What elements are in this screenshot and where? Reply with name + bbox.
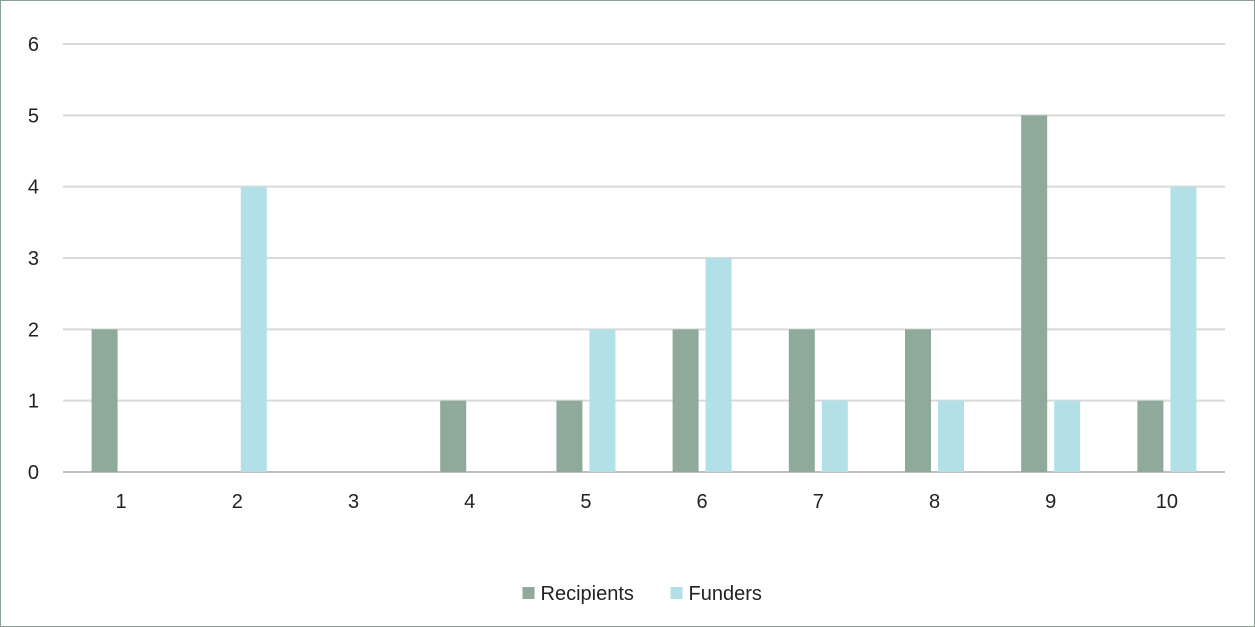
- bar-funders-6: [705, 258, 732, 472]
- bar-recipients-10: [1137, 400, 1164, 472]
- bars: [91, 115, 1197, 472]
- bar-funders-2: [240, 186, 267, 472]
- bar-recipients-5: [556, 400, 583, 472]
- y-tick-label: 6: [28, 34, 39, 56]
- bar-recipients-4: [440, 400, 467, 472]
- bar-recipients-6: [672, 329, 699, 472]
- legend-swatch-funders: [670, 587, 683, 599]
- x-tick-label: 9: [1045, 491, 1056, 513]
- legend-label-recipients: Recipients: [541, 583, 634, 605]
- bar-funders-10: [1170, 186, 1197, 472]
- x-tick-label: 7: [813, 491, 824, 513]
- x-tick-label: 1: [116, 491, 127, 513]
- x-tick-label: 5: [580, 491, 591, 513]
- x-tick-label: 4: [464, 491, 475, 513]
- x-tick-label: 2: [232, 491, 243, 513]
- bar-recipients-9: [1021, 115, 1048, 472]
- x-tick-label: 3: [348, 491, 359, 513]
- bar-funders-7: [821, 400, 848, 472]
- bar-recipients-8: [905, 329, 931, 472]
- bar-recipients-7: [788, 329, 815, 472]
- x-tick-label: 6: [697, 491, 708, 513]
- legend-swatch-recipients: [522, 587, 535, 599]
- y-tick-label: 3: [28, 248, 39, 270]
- y-tick-label: 4: [28, 177, 39, 199]
- bar-funders-9: [1054, 400, 1081, 472]
- bar-funders-8: [938, 400, 964, 472]
- bar-funders-5: [589, 329, 616, 472]
- y-tick-label: 1: [28, 391, 39, 413]
- legend: Recipients Funders: [522, 583, 762, 605]
- x-tick-label: 8: [929, 491, 940, 513]
- y-axis-ticks: 0 1 2 3 4 5 6: [28, 34, 39, 484]
- x-axis-ticks: 1 2 3 4 5 6 7 8 9 10: [116, 491, 1178, 513]
- gridlines: [63, 43, 1225, 473]
- y-tick-label: 5: [28, 105, 39, 127]
- bar-recipients-1: [91, 329, 118, 472]
- y-tick-label: 0: [28, 462, 39, 484]
- y-tick-label: 2: [28, 319, 39, 341]
- legend-label-funders: Funders: [689, 583, 762, 605]
- x-tick-label: 10: [1156, 491, 1178, 513]
